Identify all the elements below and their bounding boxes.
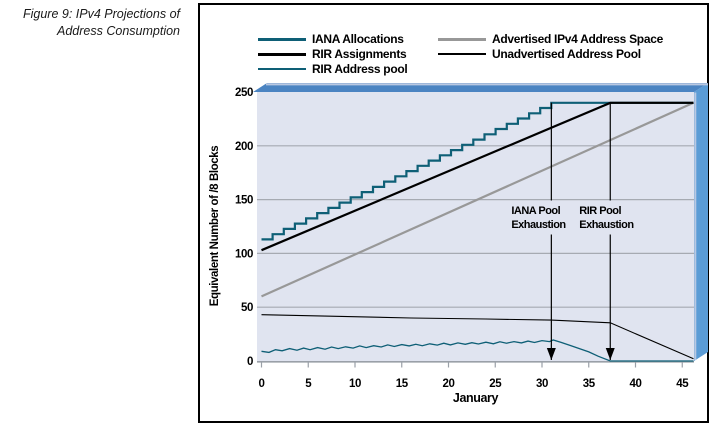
x-tick-label-40: 40 bbox=[630, 378, 642, 390]
legend-item-unadvertised-pool: Unadvertised Address Pool bbox=[438, 47, 641, 61]
legend-label: RIR Address pool bbox=[312, 62, 408, 76]
y-tick-label-150: 150 bbox=[235, 195, 253, 207]
annotation-label-rir-pool: RIR Pool bbox=[579, 205, 621, 217]
x-tick-label-35: 35 bbox=[583, 378, 596, 390]
legend-line-sample-rir-assignments bbox=[258, 52, 306, 56]
figure-caption: Figure 9: IPv4 Projections of Address Co… bbox=[2, 6, 180, 39]
legend-line-sample-rir-address-pool bbox=[258, 68, 306, 70]
figure-caption-line1: Figure 9: IPv4 Projections of bbox=[22, 7, 180, 21]
figure-caption-line2: Address Consumption bbox=[57, 23, 180, 38]
frame-right-bar bbox=[694, 83, 708, 361]
annotation-arrowhead-iana-pool bbox=[546, 348, 556, 360]
legend-item-rir-assignments: RIR Assignments bbox=[258, 47, 407, 61]
series-iana-allocations-line bbox=[261, 101, 694, 241]
x-tick-label-15: 15 bbox=[396, 378, 409, 390]
legend-line-sample-iana-allocations bbox=[258, 37, 306, 41]
x-tick-label-30: 30 bbox=[536, 378, 548, 390]
x-tick-label-10: 10 bbox=[349, 378, 361, 390]
legend-line-sample-advertised-space bbox=[438, 37, 486, 41]
annotation-arrowhead-rir-pool bbox=[605, 348, 615, 360]
legend-line-sample-unadvertised-pool bbox=[438, 53, 486, 55]
x-tick-label-0: 0 bbox=[259, 378, 265, 390]
legend-label: IANA Allocations bbox=[312, 32, 404, 46]
x-tick-label-20: 20 bbox=[443, 378, 455, 390]
x-tick-label-5: 5 bbox=[305, 378, 312, 390]
legend-item-advertised-space: Advertised IPv4 Address Space bbox=[438, 32, 663, 46]
x-tick-label-45: 45 bbox=[676, 378, 689, 390]
series-rir-address-pool-line bbox=[261, 339, 694, 362]
legend-label: RIR Assignments bbox=[312, 47, 407, 61]
annotation-label-iana-pool: IANA Pool bbox=[511, 205, 560, 217]
y-tick-label-0: 0 bbox=[247, 356, 253, 368]
annotation-label-rir-pool-2: Exhaustion bbox=[579, 219, 634, 231]
x-axis-title: January bbox=[453, 391, 499, 405]
annotation-text-bg-rir-pool bbox=[577, 200, 640, 235]
y-tick-label-200: 200 bbox=[235, 141, 253, 153]
legend-label: Unadvertised Address Pool bbox=[492, 47, 641, 61]
legend-label: Advertised IPv4 Address Space bbox=[492, 32, 663, 46]
y-tick-label-250: 250 bbox=[235, 87, 253, 99]
annotation-text-bg-iana-pool bbox=[509, 200, 572, 235]
legend-item-iana-allocations: IANA Allocations bbox=[258, 32, 404, 46]
annotation-label-iana-pool-2: Exhaustion bbox=[511, 219, 566, 231]
series-advertised-ipv4-address-space-line bbox=[261, 101, 694, 298]
y-tick-label-50: 50 bbox=[241, 302, 253, 314]
y-tick-label-100: 100 bbox=[235, 248, 253, 260]
x-tick-label-25: 25 bbox=[489, 378, 502, 390]
y-axis-title: Equivalent Number of /8 Blocks bbox=[209, 146, 221, 307]
legend-item-rir-address-pool: RIR Address pool bbox=[258, 62, 408, 76]
